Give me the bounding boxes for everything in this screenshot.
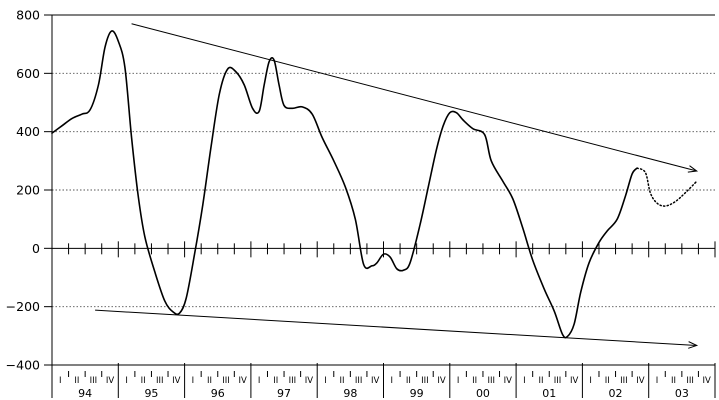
quarter-label: IV	[238, 376, 247, 386]
quarter-label: III	[554, 376, 562, 386]
y-tick-label: −400	[6, 358, 40, 373]
trend-lines	[95, 23, 699, 349]
quarter-label: II	[406, 376, 411, 386]
quarter-label: III	[686, 376, 694, 386]
y-tick-label: 400	[16, 124, 40, 139]
zero-axis	[51, 241, 716, 258]
x-axis: I II III IV I II III IV I II III IV I II III IV I II III IV…	[51, 363, 716, 400]
quarter-label: II	[74, 376, 79, 386]
quarter-label: II	[472, 376, 477, 386]
quarter-label: II	[538, 376, 543, 386]
quarter-label: III	[156, 376, 164, 386]
y-axis: 800 600 400 200 0 −200 −400	[6, 8, 53, 373]
quarter-label: III	[421, 376, 429, 386]
trend-line	[95, 309, 697, 346]
y-tick-label: 0	[32, 241, 40, 256]
quarter-label: I	[656, 376, 659, 386]
year-label: 03	[675, 387, 689, 400]
quarter-label: II	[671, 376, 676, 386]
quarter-label: II	[207, 376, 212, 386]
series-lines	[51, 30, 698, 339]
quarter-label: II	[141, 376, 146, 386]
y-tick-label: −200	[6, 299, 40, 314]
quarter-label: III	[222, 376, 230, 386]
quarter-label: IV	[106, 376, 115, 386]
quarter-label: I	[258, 376, 261, 386]
series-line-projection	[636, 167, 698, 207]
year-label: 99	[410, 387, 424, 400]
year-label: 02	[609, 387, 623, 400]
quarter-label: I	[192, 376, 195, 386]
quarter-label: I	[59, 376, 62, 386]
quarter-label: III	[355, 376, 363, 386]
quarter-label: I	[391, 376, 394, 386]
y-tick-label: 800	[16, 8, 40, 23]
quarter-label: II	[340, 376, 345, 386]
year-label: 94	[78, 387, 92, 400]
quarter-label: IV	[371, 376, 380, 386]
year-label: 98	[343, 387, 357, 400]
quarter-label: II	[273, 376, 278, 386]
quarter-label: I	[125, 376, 128, 386]
quarter-label: IV	[504, 376, 513, 386]
quarter-label: III	[487, 376, 495, 386]
trend-arrowhead	[688, 341, 699, 349]
quarter-label: IV	[636, 376, 645, 386]
quarter-label: II	[605, 376, 610, 386]
quarter-label: III	[90, 376, 98, 386]
trend-arrowhead	[687, 165, 699, 173]
year-label: 97	[277, 387, 291, 400]
series-line	[51, 30, 638, 339]
y-tick-label: 600	[16, 66, 40, 81]
y-tick-label: 200	[16, 183, 40, 198]
quarter-label: IV	[305, 376, 314, 386]
quarter-label: IV	[172, 376, 181, 386]
year-label: 96	[211, 387, 225, 400]
quarter-label: I	[324, 376, 327, 386]
quarter-label: IV	[570, 376, 579, 386]
quarter-label: III	[289, 376, 297, 386]
quarter-label: I	[523, 376, 526, 386]
quarter-label: IV	[703, 376, 712, 386]
quarter-label: I	[589, 376, 592, 386]
trend-line	[131, 23, 697, 172]
year-label: 00	[476, 387, 490, 400]
gridlines	[52, 14, 715, 308]
quarter-label: IV	[437, 376, 446, 386]
year-label: 95	[144, 387, 158, 400]
quarter-label: III	[620, 376, 628, 386]
quarter-label: I	[457, 376, 460, 386]
year-label: 01	[542, 387, 556, 400]
